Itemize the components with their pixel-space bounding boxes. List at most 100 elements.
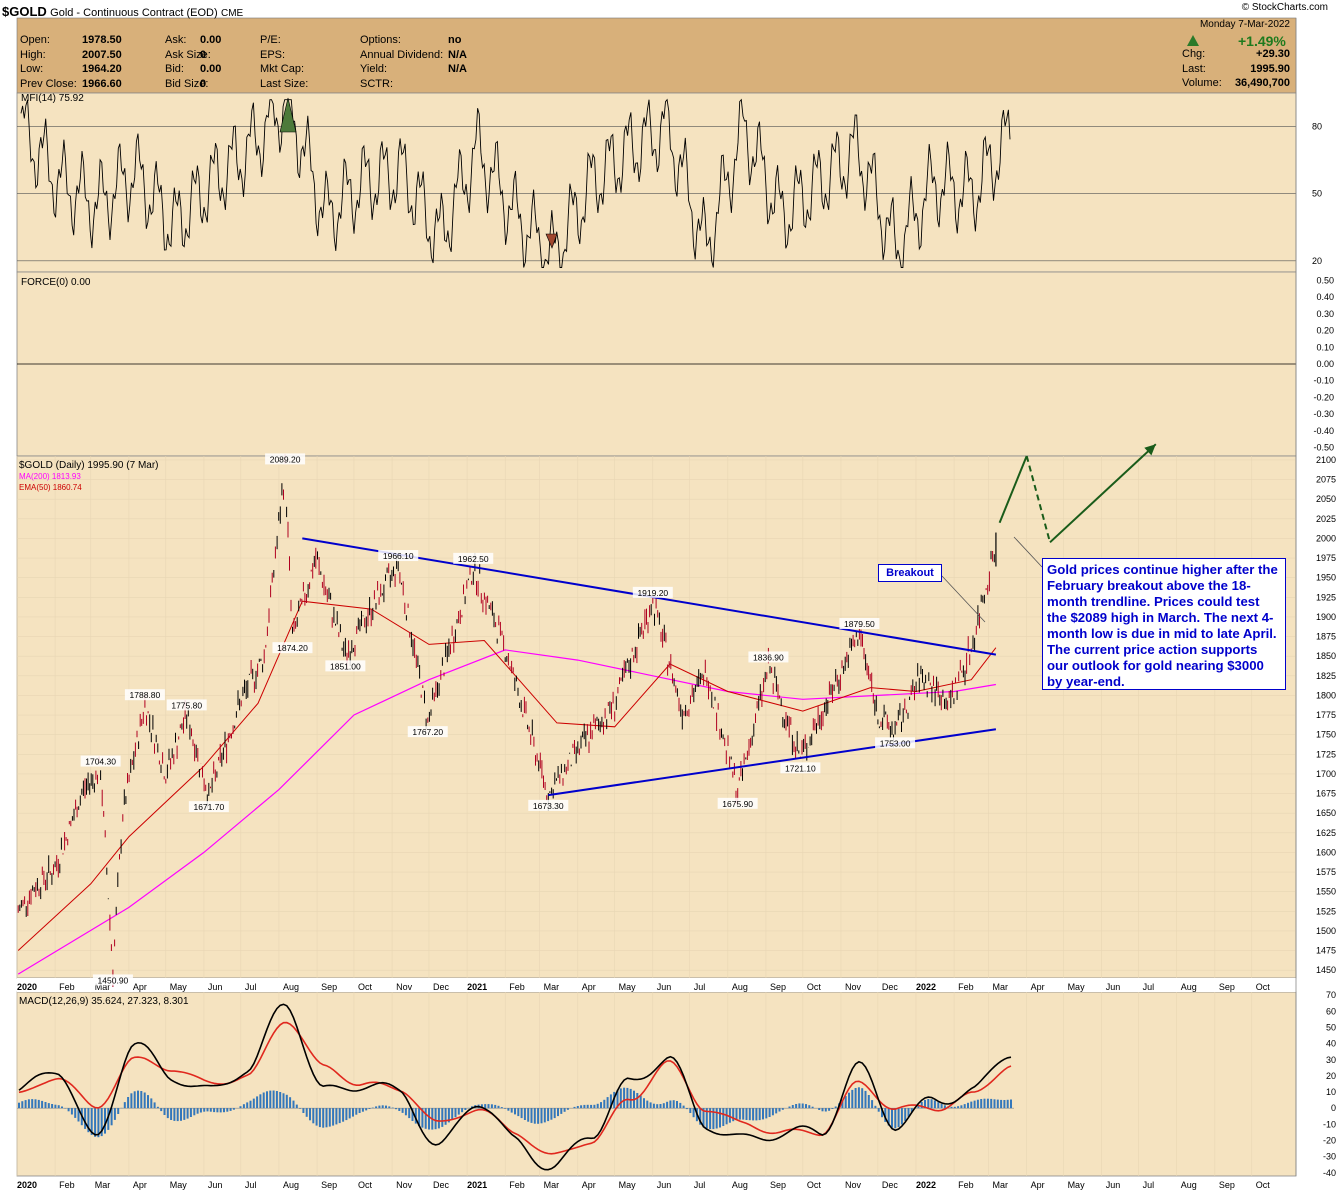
ask-label: Ask Size: xyxy=(165,48,211,61)
projection-segment xyxy=(998,455,1028,524)
x-tick-label: Sep xyxy=(321,982,337,992)
macd-tick-label: -30 xyxy=(1323,1152,1336,1162)
x-tick-label: Jun xyxy=(1106,982,1121,992)
macd-signal-line xyxy=(18,1021,1012,1155)
price-data-label: 1671.70 xyxy=(193,802,224,812)
x-tick-label: Feb xyxy=(958,1180,974,1190)
x-tick-label: May xyxy=(619,1180,637,1190)
x-tick-label: Jun xyxy=(657,1180,672,1190)
macd-line xyxy=(18,1003,1012,1171)
macd-title: MACD(12,26,9) 35.624, 27.323, 8.301 xyxy=(19,996,189,1007)
x-tick-label: Mar xyxy=(993,1180,1009,1190)
data-label-bg xyxy=(839,618,880,630)
x-tick-label: Nov xyxy=(845,982,862,992)
quote-value: +29.30 xyxy=(1256,48,1290,60)
x-tick-label: 2022 xyxy=(916,982,936,992)
x-tick-label: Oct xyxy=(807,1180,822,1190)
x-tick-label: Jul xyxy=(1143,982,1155,992)
x-tick-label: Nov xyxy=(845,1180,862,1190)
price-tick-label: 1525 xyxy=(1316,906,1336,916)
instrument-name: Gold - Continuous Contract (EOD) xyxy=(50,7,218,19)
x-tick-label: Oct xyxy=(358,982,373,992)
x-tick-label: Feb xyxy=(59,1180,75,1190)
ask-label: Bid Size: xyxy=(165,77,209,90)
macd-histogram xyxy=(18,1087,1012,1138)
fund-label: Last Size: xyxy=(260,77,309,90)
fund-label: EPS: xyxy=(260,48,286,61)
option-value: no xyxy=(448,34,462,46)
x-tick-label: May xyxy=(170,1180,188,1190)
macd-tick-label: 30 xyxy=(1326,1055,1336,1065)
x-tick-label: Oct xyxy=(1256,1180,1271,1190)
x-tick-label: May xyxy=(170,982,188,992)
x-tick-label: 2020 xyxy=(17,1180,37,1190)
price-tick-label: 1750 xyxy=(1316,730,1336,740)
macd-tick-label: 20 xyxy=(1326,1071,1336,1081)
force-tick-label: 0.00 xyxy=(1316,359,1334,369)
price-tick-label: 1950 xyxy=(1316,573,1336,583)
option-label: Options: xyxy=(360,34,401,46)
price-data-label: 1874.20 xyxy=(277,643,308,653)
data-label-bg xyxy=(166,699,207,711)
x-tick-label: Aug xyxy=(283,1180,299,1190)
data-label-bg xyxy=(188,801,229,813)
stat-label: Low: xyxy=(20,63,44,75)
force-tick-label: 0.20 xyxy=(1316,326,1334,336)
ask-value: 0 xyxy=(200,48,207,61)
x-tick-label: Dec xyxy=(433,1180,450,1190)
x-tick-label: May xyxy=(1068,982,1086,992)
mfi-overbought-fill xyxy=(279,97,297,133)
trendline-lower xyxy=(548,728,997,797)
x-tick-label: Sep xyxy=(770,1180,786,1190)
force-tick-label: 0.40 xyxy=(1316,292,1334,302)
option-value: N/A xyxy=(448,48,467,61)
price-tick-label: 1600 xyxy=(1316,847,1336,857)
x-tick-label: 2021 xyxy=(467,1180,487,1190)
price-tick-label: 2025 xyxy=(1316,514,1336,524)
price-tick-label: 2050 xyxy=(1316,494,1336,504)
x-tick-label: May xyxy=(619,982,637,992)
price-tick-label: 1825 xyxy=(1316,671,1336,681)
breakout-pointer xyxy=(941,575,986,623)
ask-label: Bid: xyxy=(165,63,184,75)
mfi-tick-label: 80 xyxy=(1312,122,1322,132)
x-tick-label: 2021 xyxy=(467,982,487,992)
symbol: $GOLD xyxy=(2,4,47,19)
mfi-panel xyxy=(16,92,1297,273)
x-tick-label: Feb xyxy=(509,1180,525,1190)
data-label-bg xyxy=(748,651,789,663)
x-tick-label: Feb xyxy=(958,982,974,992)
price-tick-label: 1850 xyxy=(1316,651,1336,661)
price-tick-label: 1450 xyxy=(1316,965,1336,975)
x-tick-label: Mar xyxy=(95,1180,111,1190)
x-tick-label: Jul xyxy=(1143,1180,1155,1190)
projection-segment xyxy=(1049,443,1157,544)
header-panel xyxy=(16,17,1297,94)
price-data-label: 1753.00 xyxy=(880,738,911,748)
price-data-label: 1450.90 xyxy=(98,975,129,985)
macd-tick-label: 40 xyxy=(1326,1039,1336,1049)
force-tick-label: -0.20 xyxy=(1313,392,1334,402)
macd-tick-label: -20 xyxy=(1323,1135,1336,1145)
exchange: CME xyxy=(221,8,244,19)
x-tick-label: Oct xyxy=(807,982,822,992)
force-tick-label: 0.50 xyxy=(1316,275,1334,285)
price-data-label: 1879.50 xyxy=(844,619,875,629)
x-tick-label: Sep xyxy=(321,1180,337,1190)
data-label-bg xyxy=(124,689,165,701)
mfi-line xyxy=(20,98,1011,268)
x-tick-label: Apr xyxy=(1031,982,1045,992)
stat-value: 2007.50 xyxy=(82,48,122,61)
force-tick-label: 0.10 xyxy=(1316,342,1334,352)
ask-label: Ask: xyxy=(165,34,187,46)
price-data-label: 1966.10 xyxy=(383,551,414,561)
breakout-label: Breakout xyxy=(878,564,942,582)
price-tick-label: 1800 xyxy=(1316,690,1336,700)
x-tick-label: Jul xyxy=(245,1180,257,1190)
callout-pointer xyxy=(1013,536,1043,568)
x-tick-label: Jun xyxy=(657,982,672,992)
data-label-bg xyxy=(378,550,419,562)
x-tick-label: Apr xyxy=(133,982,147,992)
x-tick-label: Apr xyxy=(582,1180,596,1190)
